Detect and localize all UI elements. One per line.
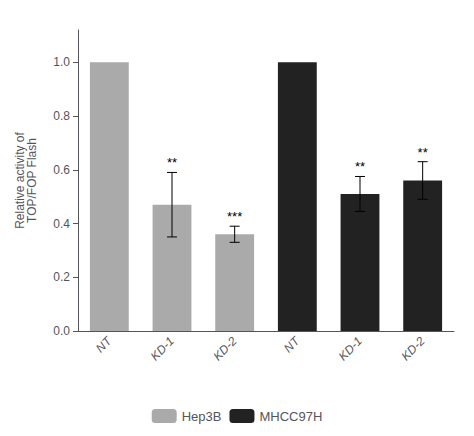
svg-text:KD-1: KD-1 [148, 334, 177, 363]
svg-text:**: ** [418, 145, 428, 160]
svg-text:***: *** [227, 209, 242, 224]
svg-text:0.8: 0.8 [53, 109, 70, 123]
svg-text:**: ** [167, 155, 177, 170]
svg-text:MHCC97H: MHCC97H [259, 409, 322, 424]
svg-text:0.0: 0.0 [53, 324, 70, 338]
svg-text:KD-2: KD-2 [210, 334, 239, 363]
svg-text:KD-2: KD-2 [398, 334, 427, 363]
svg-text:NT: NT [281, 333, 303, 355]
svg-text:0.4: 0.4 [53, 217, 70, 231]
svg-text:Relative activity of: Relative activity of [13, 132, 27, 229]
svg-text:NT: NT [93, 333, 115, 355]
svg-text:0.6: 0.6 [53, 163, 70, 177]
svg-text:**: ** [355, 159, 365, 174]
svg-text:KD-1: KD-1 [336, 334, 365, 363]
svg-text:TOP/FOP Flash: TOP/FOP Flash [25, 138, 39, 223]
svg-text:1.0: 1.0 [53, 55, 70, 69]
svg-text:0.2: 0.2 [53, 270, 70, 284]
svg-text:Hep3B: Hep3B [182, 409, 222, 424]
